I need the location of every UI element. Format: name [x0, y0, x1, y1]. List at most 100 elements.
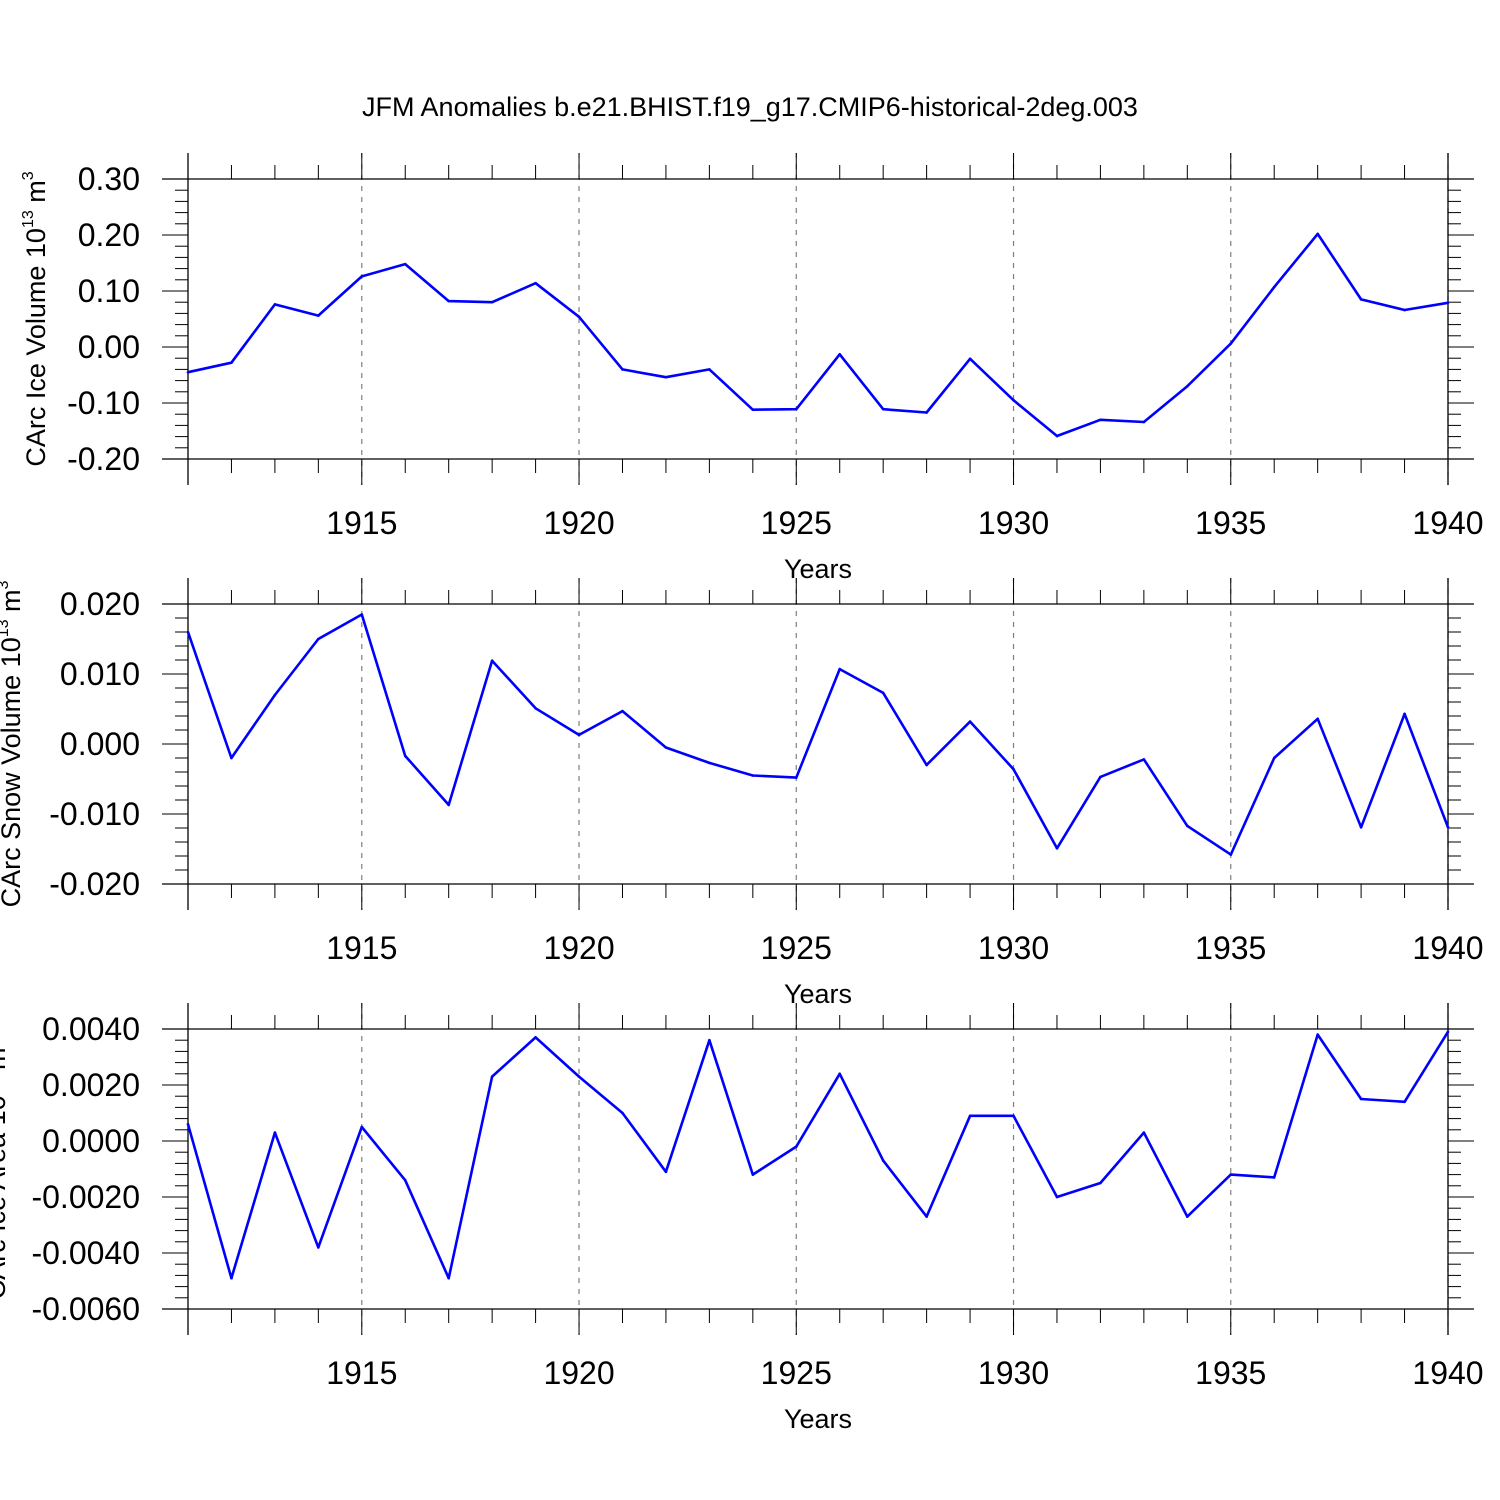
- data-point: [881, 691, 885, 695]
- data-point: [838, 352, 842, 356]
- x-tick-label: 1930: [978, 930, 1049, 966]
- y-tick-label: 0.0040: [42, 1011, 140, 1047]
- data-point: [1055, 1195, 1059, 1199]
- y-tick-label: 0.30: [78, 161, 140, 197]
- data-point: [360, 1125, 364, 1129]
- data-point: [230, 756, 233, 760]
- x-tick-label: 1920: [543, 930, 614, 966]
- x-tick-label: 1940: [1412, 505, 1483, 541]
- data-point: [664, 746, 668, 749]
- y-tick-label: 0.00: [78, 329, 140, 365]
- data-point: [968, 357, 972, 361]
- data-point: [838, 667, 842, 671]
- x-tick-label: 1925: [761, 1355, 832, 1391]
- data-point: [186, 1122, 190, 1126]
- data-point: [1012, 398, 1015, 402]
- data-point: [621, 1111, 624, 1115]
- data-point: [968, 1114, 972, 1118]
- y-axis-title-unit-exponent: 3: [20, 171, 37, 180]
- data-point: [1055, 847, 1059, 850]
- data-point: [577, 315, 581, 319]
- y-tick-label: 0.020: [60, 586, 140, 622]
- data-point: [1359, 298, 1363, 301]
- data-point: [1099, 418, 1102, 422]
- x-axis-title: Years: [784, 1404, 852, 1434]
- data-point: [230, 1276, 233, 1280]
- data-point: [664, 375, 668, 379]
- data-point: [490, 300, 494, 304]
- data-point: [708, 368, 711, 371]
- data-point: [1446, 826, 1450, 829]
- data-point: [1012, 767, 1015, 771]
- y-tick-label: -0.10: [67, 385, 140, 421]
- data-point: [881, 1159, 885, 1162]
- data-point: [751, 408, 755, 412]
- series-line: [187, 232, 1449, 438]
- data-point: [447, 1276, 450, 1280]
- series-line: [186, 1031, 1450, 1280]
- y-axis-title-unit-exponent: 3: [0, 580, 12, 589]
- data-point: [925, 411, 928, 414]
- data-point: [1229, 342, 1233, 345]
- y-tick-label: 0.010: [60, 656, 140, 692]
- data-point: [403, 262, 407, 266]
- data-point: [403, 754, 407, 758]
- y-axis-title: CArc Ice Volume 1013 m3: [20, 171, 51, 466]
- y-tick-label: -0.0060: [31, 1291, 140, 1327]
- data-point: [1142, 1131, 1146, 1134]
- x-tick-label: 1915: [326, 505, 397, 541]
- data-point: [534, 1036, 537, 1039]
- data-point: [1272, 1176, 1276, 1179]
- data-point: [317, 1246, 320, 1249]
- y-axis-title-main: CArc Ice Volume 10: [21, 228, 51, 467]
- y-tick-label: 0.0020: [42, 1067, 140, 1103]
- data-point: [317, 314, 320, 317]
- data-point: [1186, 384, 1189, 388]
- data-point: [838, 1072, 842, 1076]
- data-point: [751, 774, 755, 777]
- data-point: [881, 407, 885, 411]
- y-axis-title-unit: m: [21, 180, 51, 210]
- data-point: [708, 1038, 711, 1042]
- y-axis-title-main: CArc Ice Area 10: [0, 1095, 11, 1299]
- y-tick-label: -0.0040: [31, 1235, 140, 1271]
- y-tick-label: -0.020: [49, 866, 140, 902]
- data-point: [403, 1178, 407, 1182]
- y-tick-label: 0.0000: [42, 1123, 140, 1159]
- y-tick-label: -0.20: [67, 441, 140, 477]
- data-point: [1446, 1030, 1450, 1034]
- x-tick-label: 1930: [978, 1355, 1049, 1391]
- y-axis-title-unit: m: [0, 1048, 11, 1078]
- y-tick-label: 0.000: [60, 726, 140, 762]
- data-point: [621, 368, 624, 371]
- data-point: [1229, 1173, 1233, 1176]
- x-tick-label: 1915: [326, 930, 397, 966]
- chart-panel-1: -0.20 -0.10 0.00 0.10 0.20 0.30 1915 1920 1925 19…: [20, 153, 1484, 584]
- data-point: [708, 761, 711, 765]
- x-tick-label: 1940: [1412, 930, 1483, 966]
- data-point: [1316, 232, 1319, 236]
- data-point: [751, 1173, 755, 1176]
- data-point: [186, 630, 190, 634]
- data-point: [664, 1170, 668, 1174]
- data-point: [794, 407, 798, 411]
- data-point: [360, 613, 364, 616]
- y-tick-label: 0.10: [78, 273, 140, 309]
- x-tick-label: 1930: [978, 505, 1049, 541]
- y-axis-title-main: CArc Snow Volume 10: [0, 637, 26, 907]
- x-tick-label: 1935: [1195, 1355, 1266, 1391]
- y-tick-label: -0.010: [49, 796, 140, 832]
- data-point: [1272, 756, 1276, 760]
- data-point: [577, 733, 581, 737]
- data-point: [1316, 717, 1319, 721]
- data-point: [1186, 824, 1189, 828]
- y-axis-title: CArc Ice Area 1013 m2: [0, 1039, 11, 1300]
- data-point: [447, 803, 450, 807]
- x-tick-label: 1915: [326, 1355, 397, 1391]
- data-point: [1055, 434, 1059, 438]
- y-axis-title-unit: m: [0, 589, 26, 619]
- data-point: [534, 707, 537, 710]
- data-point: [534, 281, 537, 285]
- data-point: [1359, 1097, 1363, 1101]
